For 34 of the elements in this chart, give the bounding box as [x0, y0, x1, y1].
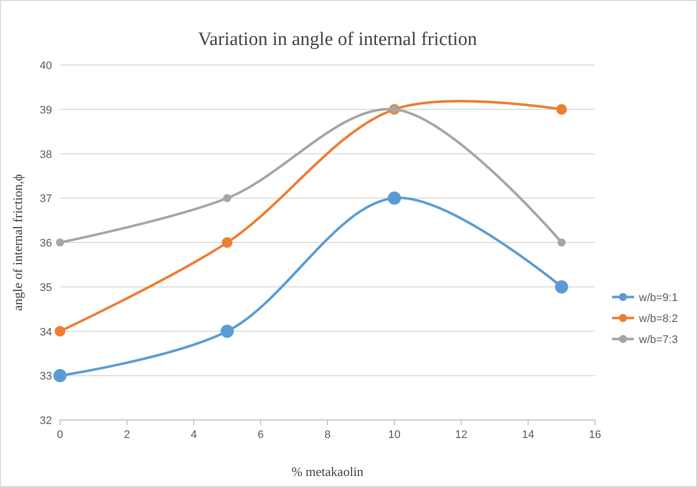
point: [554, 280, 568, 294]
chart-title: Variation in angle of internal friction: [198, 29, 478, 50]
legend-label: w/b=7:3: [638, 334, 678, 346]
y-tick-label: 40: [40, 60, 52, 72]
point: [388, 192, 401, 205]
point: [53, 369, 67, 382]
x-tick-label: 4: [190, 429, 197, 441]
point: [56, 238, 64, 246]
x-tick-label: 2: [124, 429, 130, 441]
x-tick-label: 12: [455, 429, 468, 441]
point: [222, 237, 232, 248]
y-axis-title: angle of internal friction,ϕ: [10, 174, 25, 311]
y-tick-label: 37: [40, 193, 52, 206]
y-tick-label: 32: [40, 415, 52, 427]
x-tick-label: 16: [588, 429, 602, 441]
x-tick-label: 14: [522, 429, 534, 441]
y-tick-label: 34: [40, 326, 52, 338]
x-tick-label: 0: [56, 429, 64, 441]
point: [220, 324, 234, 338]
legend-label: w/b=8:2: [638, 313, 678, 325]
x-tick-label: 10: [388, 429, 400, 441]
point: [558, 238, 566, 246]
point: [556, 104, 567, 115]
point: [54, 326, 66, 337]
x-axis-title: % metakaolin: [292, 464, 364, 479]
y-tick-label: 33: [40, 370, 52, 383]
x-tick-label: 6: [258, 429, 264, 441]
y-tick-label: 35: [40, 282, 52, 294]
x-tick-label: 8: [324, 429, 331, 441]
y-tick-label: 38: [40, 148, 52, 161]
y-tick-label: 36: [40, 238, 52, 250]
legend-label: w/b=9:1: [638, 292, 678, 304]
y-tick-label: 39: [40, 104, 52, 116]
point: [223, 194, 232, 202]
